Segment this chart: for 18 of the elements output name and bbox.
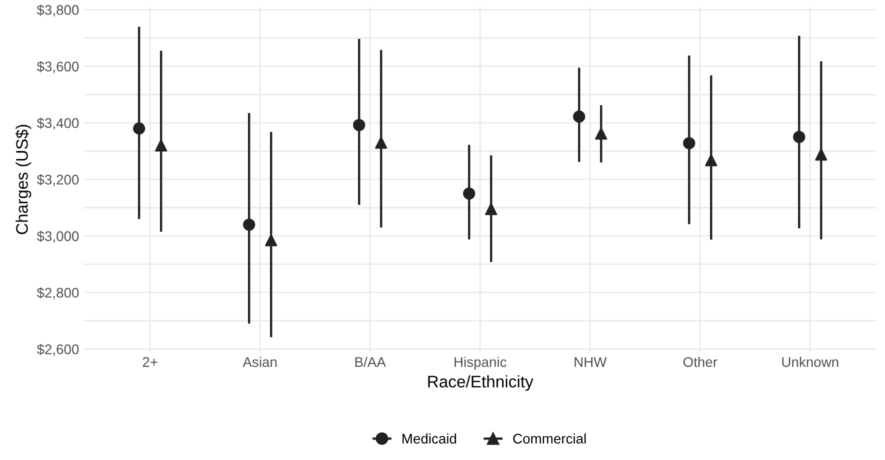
y-tick-label: $3,000 <box>36 230 79 243</box>
y-tick-label: $3,800 <box>36 4 79 17</box>
y-tick-label: $3,200 <box>36 174 79 186</box>
x-axis-title: Race/Ethnicity <box>428 375 534 391</box>
legend-label: Medicaid <box>402 433 456 444</box>
y-tick-label: $3,400 <box>36 118 79 130</box>
y-tick-label: $3,600 <box>36 61 79 74</box>
y-tick-label: $2,800 <box>36 287 79 300</box>
x-tick-label: NHW <box>574 357 607 367</box>
y-tick-label: $2,600 <box>36 344 79 356</box>
x-tick-label: 2+ <box>142 357 158 367</box>
x-tick-label: Asian <box>242 356 277 367</box>
x-tick-label: Other <box>683 356 718 367</box>
x-tick-label: Unknown <box>782 356 838 367</box>
x-tick-label: Hispanic <box>454 356 506 370</box>
y-axis-title: Charges (US$) <box>15 124 32 234</box>
x-tick-label: B/AA <box>355 356 386 367</box>
legend-label: Commercial <box>513 433 586 444</box>
